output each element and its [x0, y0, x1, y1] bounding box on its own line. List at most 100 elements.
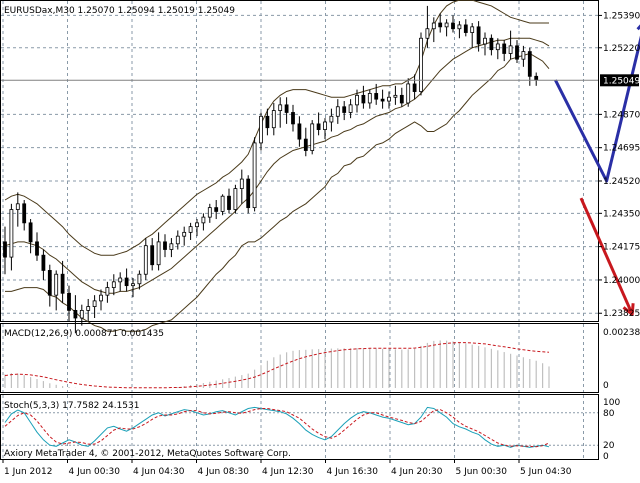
candle-body — [215, 208, 218, 212]
candle-body — [471, 27, 474, 33]
candle-body — [528, 52, 531, 77]
candle-body — [394, 95, 397, 97]
candle-body — [484, 38, 487, 44]
time-axis-label: 4 Jun 08:30 — [198, 467, 250, 477]
candle-body — [420, 38, 423, 91]
stochastic-axis-label: 80 — [603, 409, 615, 419]
candle-body — [477, 27, 480, 44]
candle-body — [228, 196, 231, 209]
candle-body — [516, 46, 519, 59]
candle-body — [260, 116, 263, 143]
candle-body — [285, 105, 288, 113]
candle-body — [452, 23, 455, 29]
candle-body — [125, 278, 128, 286]
candle-body — [272, 111, 275, 128]
candle-body — [458, 25, 461, 29]
candle-body — [68, 293, 71, 310]
candle-body — [490, 38, 493, 49]
time-axis-label: 4 Jun 16:30 — [327, 467, 379, 477]
bollinger-bands — [5, 0, 549, 331]
candle-body — [208, 208, 211, 218]
price-axis-label: 1.24350 — [603, 209, 640, 219]
candle-body — [292, 112, 295, 123]
candle-body — [311, 124, 314, 151]
macd-title: MACD(12,26,9) 0.000871 0.001435 — [4, 329, 164, 339]
candle-body — [100, 295, 103, 301]
time-axis-label: 4 Jun 12:30 — [262, 467, 314, 477]
macd-axis-label: 0 — [603, 381, 609, 391]
stochastic-signal-line — [5, 409, 549, 447]
price-axis: 1.253901.252201.248701.246951.245201.243… — [598, 11, 640, 319]
price-axis-label: 1.24000 — [603, 276, 640, 286]
current-price-label: 1.25049 — [600, 74, 640, 86]
candle-body — [183, 232, 186, 236]
macd-signal-line — [5, 343, 549, 388]
candle-body — [343, 107, 346, 113]
candle-body — [266, 116, 269, 127]
candle-body — [426, 29, 429, 39]
candle-body — [304, 139, 307, 150]
candle-body — [144, 246, 147, 275]
copyright-text: Axiory MetaTrader 4, © 2001-2012, MetaQu… — [4, 449, 291, 459]
candle-body — [368, 93, 371, 103]
candle-body — [55, 274, 58, 295]
candle-body — [439, 23, 442, 27]
candle-body — [196, 223, 199, 227]
price-pane[interactable]: EURUSDax,M30 1.25070 1.25094 1.25019 1.2… — [1, 0, 640, 333]
candle-body — [42, 255, 45, 270]
candle-body — [202, 217, 205, 223]
macd-pane[interactable]: MACD(12,26,9) 0.000871 0.001435 — [1, 324, 599, 393]
candle-body — [407, 84, 410, 103]
candle-body — [509, 46, 512, 54]
candle-body — [324, 122, 327, 130]
candle-body — [535, 76, 538, 80]
time-axis-label: 5 Jun 00:30 — [456, 467, 508, 477]
bollinger-middle-line — [5, 38, 549, 293]
candle-body — [247, 179, 250, 208]
candle-body — [388, 97, 391, 101]
candle-body — [240, 179, 243, 189]
candle-body — [413, 84, 416, 92]
stochastic-axis-label: 20 — [603, 441, 615, 451]
candle-body — [112, 282, 115, 288]
candle-body — [87, 307, 90, 311]
candle-body — [375, 93, 378, 99]
candle-body — [464, 25, 467, 33]
candle-body — [221, 196, 224, 211]
candle-body — [170, 244, 173, 250]
candle-body — [317, 124, 320, 130]
price-axis-label: 1.23825 — [603, 309, 640, 319]
candle-body — [16, 204, 19, 210]
chart-title: EURUSDax,M30 1.25070 1.25094 1.25019 1.2… — [4, 6, 235, 16]
stochastic-axis-label: 0 — [603, 452, 609, 462]
candle-body — [176, 236, 179, 244]
candle-body — [336, 107, 339, 117]
candle-body — [189, 227, 192, 233]
price-axis-label: 1.24520 — [603, 177, 640, 187]
candle-body — [164, 242, 167, 250]
candle-body — [132, 284, 135, 286]
candle-body — [522, 52, 525, 60]
time-axis-label: 4 Jun 00:30 — [69, 467, 121, 477]
candle-body — [10, 210, 13, 258]
grid-lines — [1, 1, 598, 459]
candle-body — [29, 223, 32, 242]
candle-body — [119, 278, 122, 282]
bollinger-upper-line — [5, 0, 549, 255]
candle-body — [496, 44, 499, 50]
candle-body — [253, 143, 256, 208]
candle-body — [74, 310, 77, 318]
candle-body — [298, 124, 301, 139]
candle-body — [48, 270, 51, 295]
candle-body — [80, 310, 83, 318]
candle-body — [138, 274, 141, 284]
candle-body — [400, 95, 403, 103]
candlesticks — [4, 6, 538, 333]
candle-body — [93, 301, 96, 307]
price-axis-label: 1.25390 — [603, 11, 640, 21]
candle-body — [151, 246, 154, 265]
